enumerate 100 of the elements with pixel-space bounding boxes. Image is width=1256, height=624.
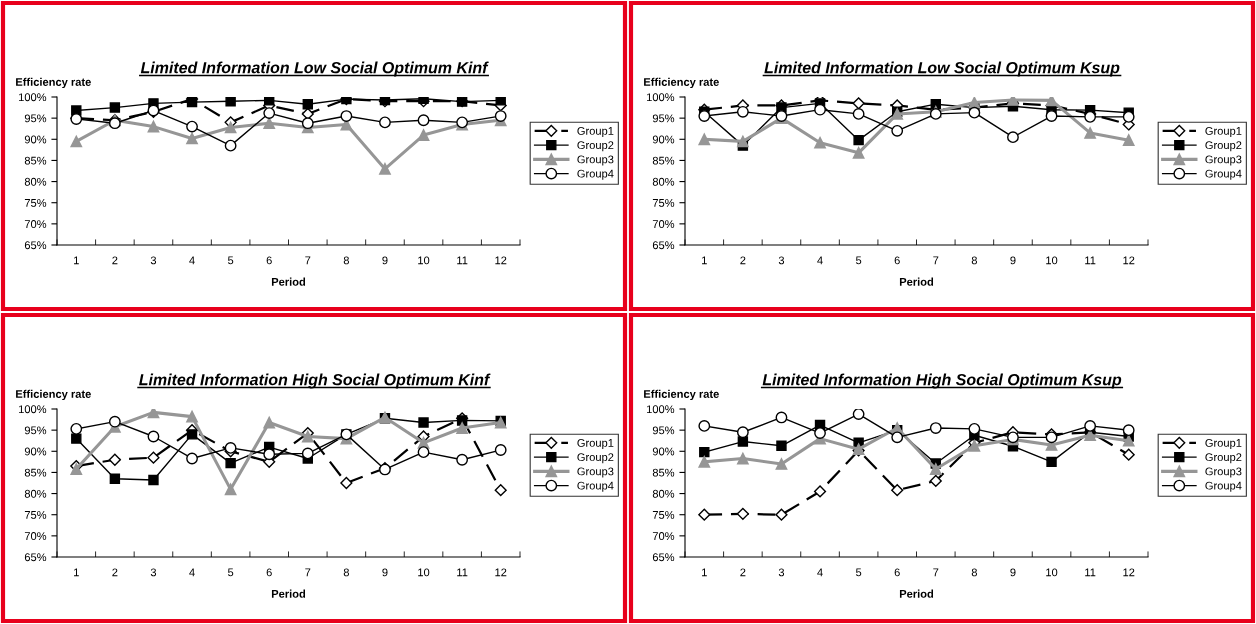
- legend-label: Group3: [577, 467, 614, 478]
- x-axis-title: Period: [271, 277, 306, 286]
- y-tick-label: 70%: [24, 220, 47, 228]
- x-axis-title: Period: [899, 277, 934, 286]
- x-tick-label: 9: [1010, 256, 1016, 265]
- x-tick-label: 11: [457, 256, 468, 265]
- x-tick-label: 4: [817, 256, 823, 265]
- x-tick-label: 10: [1046, 568, 1058, 577]
- legend-label: Group3: [1205, 467, 1242, 478]
- legend-label: Group4: [577, 169, 614, 180]
- x-tick-label: 12: [1123, 568, 1135, 577]
- x-tick-label: 3: [778, 256, 785, 265]
- y-tick-label: 85%: [652, 468, 675, 477]
- x-tick-label: 12: [495, 256, 507, 265]
- x-tick-label: 6: [894, 256, 900, 265]
- y-tick-label: 80%: [652, 177, 675, 186]
- x-tick-label: 1: [702, 256, 707, 265]
- x-tick-label: 5: [227, 568, 234, 577]
- y-tick-label: 70%: [24, 532, 47, 540]
- x-tick-label: 2: [112, 256, 118, 265]
- y-tick-label: 90%: [24, 447, 47, 456]
- y-tick-label: 65%: [24, 553, 47, 562]
- x-tick-label: 7: [305, 256, 311, 265]
- x-tick-label: 8: [343, 256, 349, 265]
- y-tick-label: 75%: [24, 511, 47, 519]
- legend-label: Group3: [577, 155, 614, 166]
- x-tick-label: 2: [740, 256, 746, 265]
- x-tick-label: 5: [855, 568, 862, 577]
- legend-label: Group3: [1205, 155, 1242, 166]
- legend-label: Group4: [577, 481, 614, 492]
- legend-label: Group1: [1205, 438, 1242, 450]
- y-tick-label: 75%: [24, 199, 47, 207]
- x-tick-label: 1: [74, 568, 79, 577]
- y-tick-label: 100%: [19, 405, 47, 414]
- x-tick-label: 11: [1085, 256, 1096, 265]
- y-tick-label: 100%: [647, 93, 675, 102]
- y-tick-label: 95%: [24, 114, 47, 123]
- y-tick-label: 100%: [647, 405, 675, 414]
- x-axis-title: Period: [899, 589, 934, 598]
- legend-label: Group2: [577, 141, 614, 152]
- y-tick-label: 90%: [24, 135, 47, 144]
- legend-label: Group1: [577, 126, 614, 138]
- y-axis-title: Efficiency rate: [16, 77, 91, 89]
- chart-title: Limited Information High Social Optimum Ksup: [762, 373, 1122, 389]
- y-tick-label: 85%: [24, 156, 47, 165]
- y-tick-label: 95%: [652, 426, 675, 435]
- chart-title: Limited Information High Social Optimum Kinf: [139, 373, 491, 389]
- x-tick-label: 8: [343, 568, 349, 577]
- x-tick-label: 11: [1085, 568, 1096, 577]
- x-axis-title: Period: [271, 589, 306, 598]
- x-tick-label: 3: [150, 568, 157, 577]
- x-tick-label: 8: [971, 568, 977, 577]
- x-tick-label: 12: [495, 568, 507, 577]
- x-tick-label: 7: [305, 568, 311, 577]
- x-tick-label: 8: [971, 256, 977, 265]
- legend-label: Group4: [1205, 481, 1242, 492]
- x-tick-label: 5: [855, 256, 862, 265]
- x-tick-label: 7: [933, 568, 939, 577]
- x-tick-label: 1: [74, 256, 79, 265]
- y-tick-label: 75%: [652, 511, 675, 519]
- y-tick-label: 85%: [652, 156, 675, 165]
- y-tick-label: 90%: [652, 135, 675, 144]
- x-tick-label: 10: [418, 256, 430, 265]
- x-tick-label: 3: [778, 568, 785, 577]
- legend-label: Group1: [1205, 126, 1242, 138]
- x-tick-label: 4: [817, 568, 823, 577]
- x-tick-label: 10: [1046, 256, 1058, 265]
- x-tick-label: 2: [740, 568, 746, 577]
- x-tick-label: 9: [382, 256, 388, 265]
- x-tick-label: 9: [382, 568, 388, 577]
- y-tick-label: 85%: [24, 468, 47, 477]
- x-tick-label: 9: [1010, 568, 1016, 577]
- y-tick-label: 80%: [24, 489, 47, 498]
- x-tick-label: 1: [702, 568, 707, 577]
- x-tick-label: 6: [266, 568, 272, 577]
- y-axis-title: Efficiency rate: [16, 389, 91, 401]
- y-tick-label: 90%: [652, 447, 675, 456]
- y-tick-label: 80%: [24, 177, 47, 186]
- legend-label: Group1: [577, 438, 614, 450]
- y-tick-label: 75%: [652, 199, 675, 207]
- chart-title: Limited Information Low Social Optimum Ksup: [764, 61, 1120, 77]
- x-tick-label: 3: [150, 256, 157, 265]
- x-tick-label: 7: [933, 256, 939, 265]
- y-tick-label: 95%: [24, 426, 47, 435]
- legend-label: Group2: [1205, 453, 1242, 464]
- y-tick-label: 70%: [652, 220, 675, 228]
- legend-label: Group2: [1205, 141, 1242, 152]
- y-tick-label: 80%: [652, 489, 675, 498]
- x-tick-label: 6: [894, 568, 900, 577]
- x-tick-label: 4: [189, 256, 195, 265]
- x-tick-label: 4: [189, 568, 195, 577]
- x-tick-label: 10: [418, 568, 430, 577]
- y-tick-label: 65%: [652, 241, 675, 250]
- y-axis-title: Efficiency rate: [644, 77, 719, 89]
- x-tick-label: 5: [227, 256, 234, 265]
- y-tick-label: 65%: [24, 241, 47, 250]
- y-tick-label: 100%: [19, 93, 47, 102]
- x-tick-label: 12: [1123, 256, 1135, 265]
- y-tick-label: 70%: [652, 532, 675, 540]
- legend-label: Group4: [1205, 169, 1242, 180]
